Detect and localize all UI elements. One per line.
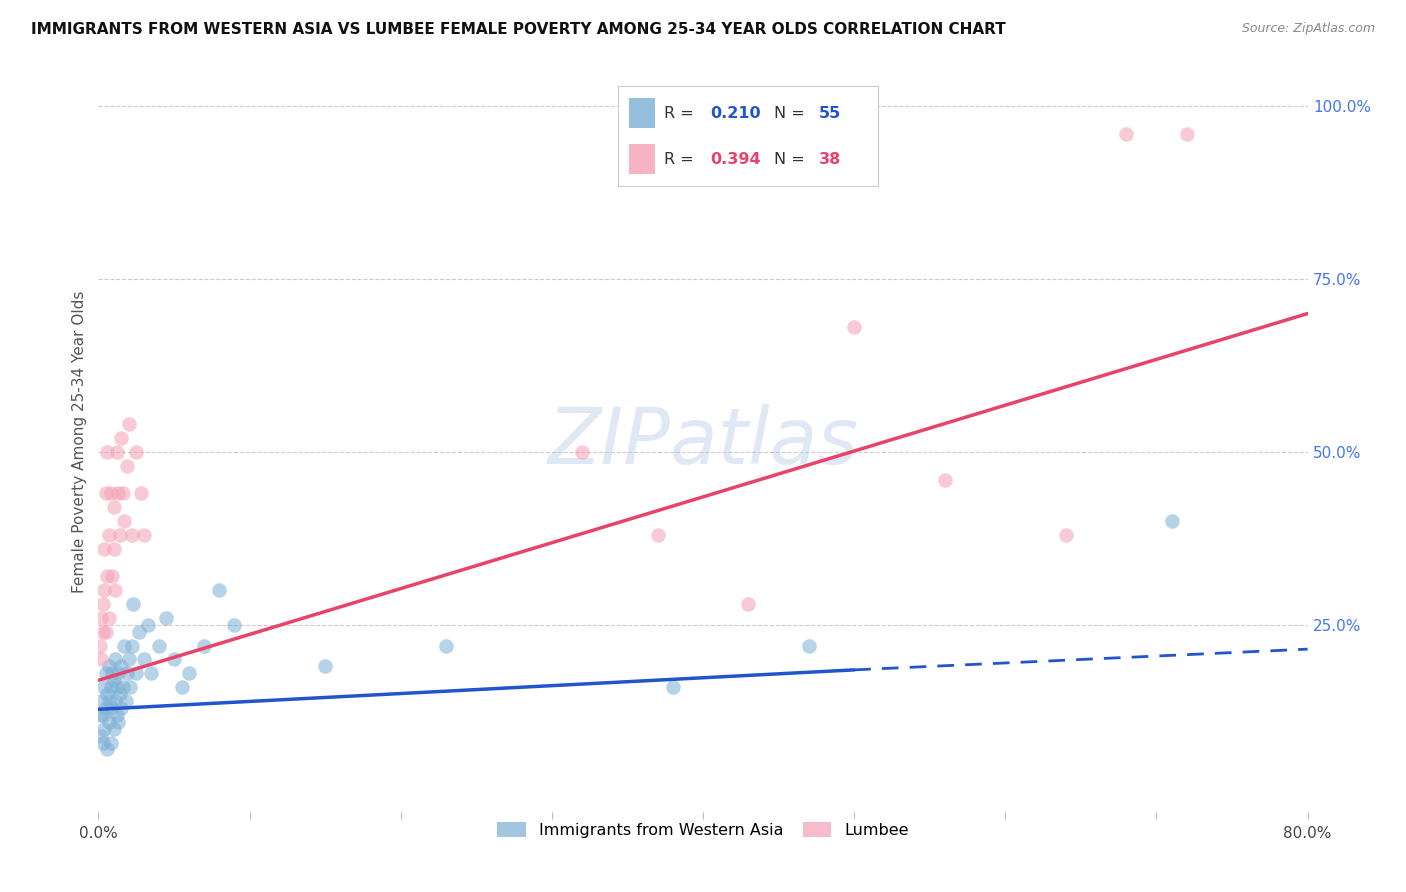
Point: [844, 320, 866, 334]
Point: [100, 486, 122, 500]
Point: [94, 486, 117, 500]
Point: [103, 722, 125, 736]
Point: [647, 528, 669, 542]
Point: [1160, 514, 1182, 528]
Point: [90, 694, 112, 708]
Point: [129, 486, 152, 500]
Text: Source: ZipAtlas.com: Source: ZipAtlas.com: [1241, 22, 1375, 36]
Point: [89, 639, 111, 653]
Point: [93, 680, 115, 694]
Point: [148, 639, 170, 653]
Point: [101, 569, 124, 583]
Point: [1175, 127, 1198, 141]
Point: [179, 666, 201, 681]
Point: [96, 445, 118, 459]
Point: [1115, 127, 1137, 141]
Point: [107, 486, 129, 500]
Point: [103, 673, 125, 688]
Point: [93, 583, 115, 598]
Point: [93, 541, 115, 556]
Point: [141, 666, 163, 681]
Point: [104, 583, 127, 598]
Point: [118, 417, 141, 432]
Point: [101, 701, 124, 715]
Point: [132, 652, 155, 666]
Point: [797, 639, 820, 653]
Point: [100, 680, 122, 694]
Point: [661, 680, 683, 694]
Point: [155, 611, 177, 625]
Point: [96, 687, 118, 701]
Point: [105, 707, 128, 722]
Point: [105, 680, 128, 694]
Point: [112, 514, 135, 528]
Text: IMMIGRANTS FROM WESTERN ASIA VS LUMBEE FEMALE POVERTY AMONG 25-34 YEAR OLDS CORR: IMMIGRANTS FROM WESTERN ASIA VS LUMBEE F…: [31, 22, 1005, 37]
Point: [132, 528, 155, 542]
Point: [103, 500, 125, 515]
Point: [96, 569, 118, 583]
Point: [110, 659, 132, 673]
Point: [94, 666, 117, 681]
Point: [91, 624, 114, 639]
Point: [112, 639, 135, 653]
Point: [107, 666, 129, 681]
Point: [98, 694, 121, 708]
Point: [108, 687, 131, 701]
Point: [434, 639, 457, 653]
Point: [103, 541, 125, 556]
Point: [98, 714, 121, 729]
Point: [115, 666, 138, 681]
Point: [90, 652, 112, 666]
Point: [107, 714, 129, 729]
Point: [120, 680, 142, 694]
Point: [170, 680, 193, 694]
Point: [98, 611, 121, 625]
Point: [90, 611, 112, 625]
Point: [121, 639, 143, 653]
Point: [737, 597, 759, 611]
Point: [110, 701, 132, 715]
Point: [128, 624, 150, 639]
Point: [122, 597, 145, 611]
Point: [121, 528, 143, 542]
Point: [94, 624, 117, 639]
Point: [193, 639, 215, 653]
Point: [136, 618, 159, 632]
Point: [111, 486, 134, 500]
Point: [91, 735, 114, 749]
Y-axis label: Female Poverty Among 25-34 Year Olds: Female Poverty Among 25-34 Year Olds: [72, 291, 87, 592]
Point: [114, 694, 136, 708]
Point: [100, 735, 122, 749]
Legend: Immigrants from Western Asia, Lumbee: Immigrants from Western Asia, Lumbee: [491, 816, 915, 845]
Point: [571, 445, 593, 459]
Text: ZIPatlas: ZIPatlas: [547, 403, 859, 480]
Point: [110, 431, 132, 445]
Point: [94, 701, 117, 715]
Point: [118, 652, 141, 666]
Point: [93, 722, 115, 736]
Point: [104, 652, 127, 666]
Point: [105, 445, 128, 459]
Point: [108, 528, 131, 542]
Point: [125, 666, 148, 681]
Point: [163, 652, 186, 666]
Point: [1054, 528, 1077, 542]
Point: [208, 583, 231, 598]
Point: [111, 680, 134, 694]
Point: [224, 618, 246, 632]
Point: [934, 473, 956, 487]
Point: [98, 659, 121, 673]
Point: [91, 597, 114, 611]
Point: [104, 694, 127, 708]
Point: [89, 707, 111, 722]
Point: [96, 742, 118, 756]
Point: [98, 528, 121, 542]
Point: [90, 729, 112, 743]
Point: [101, 666, 124, 681]
Point: [314, 659, 336, 673]
Point: [125, 445, 148, 459]
Point: [91, 707, 114, 722]
Point: [115, 458, 138, 473]
